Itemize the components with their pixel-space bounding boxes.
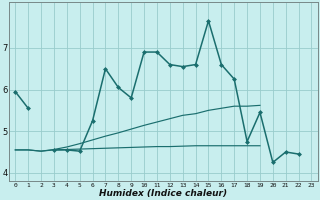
X-axis label: Humidex (Indice chaleur): Humidex (Indice chaleur) [99,189,228,198]
